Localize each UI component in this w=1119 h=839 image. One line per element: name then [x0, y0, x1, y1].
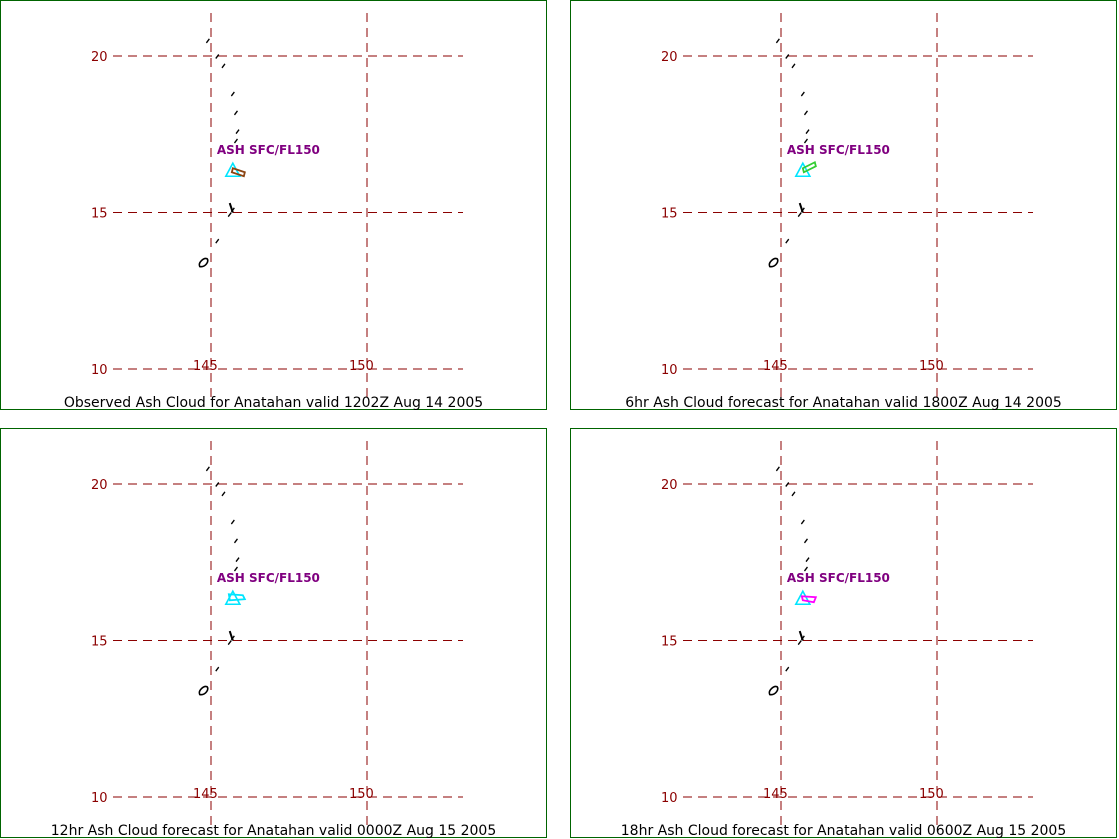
island-mark — [227, 640, 232, 646]
island-mark — [215, 238, 220, 244]
island-mark — [775, 466, 780, 472]
island-mark — [791, 491, 796, 497]
lat-tick-label: 15 — [661, 207, 678, 222]
panel-caption: 18hr Ash Cloud forecast for Anatahan val… — [620, 823, 1067, 839]
lon-tick-label: 150 — [349, 787, 374, 802]
island-mark — [205, 466, 210, 472]
map-svg: 20 15 10 145 150 ASH SFC/FL150 — [661, 13, 1033, 401]
lat-tick-label: 20 — [661, 478, 678, 493]
island-mark — [805, 129, 810, 135]
ash-cloud-label: ASH SFC/FL150 — [787, 143, 890, 157]
island-mark — [233, 566, 238, 572]
island-mark — [230, 519, 235, 525]
ash-cloud-polygon — [227, 593, 247, 602]
volcano-icon — [224, 589, 242, 606]
island-mark — [785, 482, 790, 487]
lat-tick-label: 15 — [661, 635, 678, 650]
island-mark — [233, 110, 238, 116]
ash-cloud-label: ASH SFC/FL150 — [217, 571, 320, 585]
map-panel-18hr: 20 15 10 145 150 ASH SFC/FL150 18hr Ash Cloud … — [570, 428, 1117, 839]
island-mark — [233, 538, 238, 544]
island-mark — [800, 519, 805, 525]
ash-cloud-label: ASH SFC/FL150 — [217, 143, 320, 157]
lon-tick-label: 145 — [763, 787, 788, 802]
island-mark — [205, 38, 210, 44]
panel-caption: 6hr Ash Cloud forecast for Anatahan vali… — [625, 395, 1062, 411]
map-svg: 20 15 10 145 150 ASH SFC/FL150 — [91, 13, 463, 401]
island-mark — [805, 557, 810, 563]
panel-caption: Observed Ash Cloud for Anatahan valid 12… — [63, 395, 484, 411]
lat-tick-label: 15 — [91, 635, 108, 650]
ash-cloud-polygon — [230, 167, 246, 178]
lon-tick-label: 145 — [763, 359, 788, 374]
lon-tick-label: 150 — [349, 359, 374, 374]
lat-tick-label: 10 — [661, 363, 678, 378]
lat-tick-label: 10 — [91, 791, 108, 806]
lat-tick-label: 20 — [661, 50, 678, 65]
map-svg: 20 15 10 145 150 ASH SFC/FL150 — [661, 441, 1033, 829]
island-mark — [785, 238, 790, 244]
island-mark — [221, 63, 226, 69]
island-mark — [215, 54, 220, 59]
island-mark — [228, 202, 234, 213]
island-mark — [775, 38, 780, 44]
map-panel-observed: 20 15 10 145 150 ASH SFC/FL150 Observed Ash Cl… — [0, 0, 547, 411]
island-mark — [215, 666, 220, 672]
island-mark — [791, 63, 796, 69]
island-mark — [803, 538, 808, 544]
lat-tick-label: 15 — [91, 207, 108, 222]
lat-tick-label: 10 — [91, 363, 108, 378]
lon-tick-label: 150 — [919, 359, 944, 374]
lon-tick-label: 150 — [919, 787, 944, 802]
lat-tick-label: 20 — [91, 478, 108, 493]
island-mark — [803, 110, 808, 116]
island-mark — [785, 666, 790, 672]
map-svg: 20 15 10 145 150 ASH SFC/FL150 — [91, 441, 463, 829]
island-mark — [800, 91, 805, 97]
island-mark — [797, 212, 802, 218]
island-outline — [198, 685, 209, 696]
volcano-icon — [794, 161, 812, 178]
island-mark — [235, 557, 240, 563]
island-outline — [198, 257, 209, 268]
lon-tick-label: 145 — [193, 787, 218, 802]
island-outline — [768, 257, 779, 268]
ash-cloud-polygon — [800, 595, 818, 604]
island-mark — [227, 212, 232, 218]
ash-cloud-label: ASH SFC/FL150 — [787, 571, 890, 585]
map-panel-6hr: 20 15 10 145 150 ASH SFC/FL150 6hr Ash Cloud f… — [570, 0, 1117, 411]
ash-cloud-polygon — [801, 160, 817, 174]
lon-tick-label: 145 — [193, 359, 218, 374]
map-panel-12hr: 20 15 10 145 150 ASH SFC/FL150 12hr Ash Cloud … — [0, 428, 547, 839]
island-mark — [235, 129, 240, 135]
island-mark — [221, 491, 226, 497]
island-mark — [798, 630, 804, 641]
volcano-icon — [794, 589, 812, 606]
island-outline — [768, 685, 779, 696]
island-mark — [803, 566, 808, 572]
island-mark — [233, 138, 238, 144]
panel-caption: 12hr Ash Cloud forecast for Anatahan val… — [50, 823, 497, 839]
island-mark — [785, 54, 790, 59]
island-mark — [228, 630, 234, 641]
island-mark — [215, 482, 220, 487]
lat-tick-label: 10 — [661, 791, 678, 806]
island-mark — [803, 138, 808, 144]
lat-tick-label: 20 — [91, 50, 108, 65]
island-mark — [798, 202, 804, 213]
island-mark — [797, 640, 802, 646]
island-mark — [230, 91, 235, 97]
